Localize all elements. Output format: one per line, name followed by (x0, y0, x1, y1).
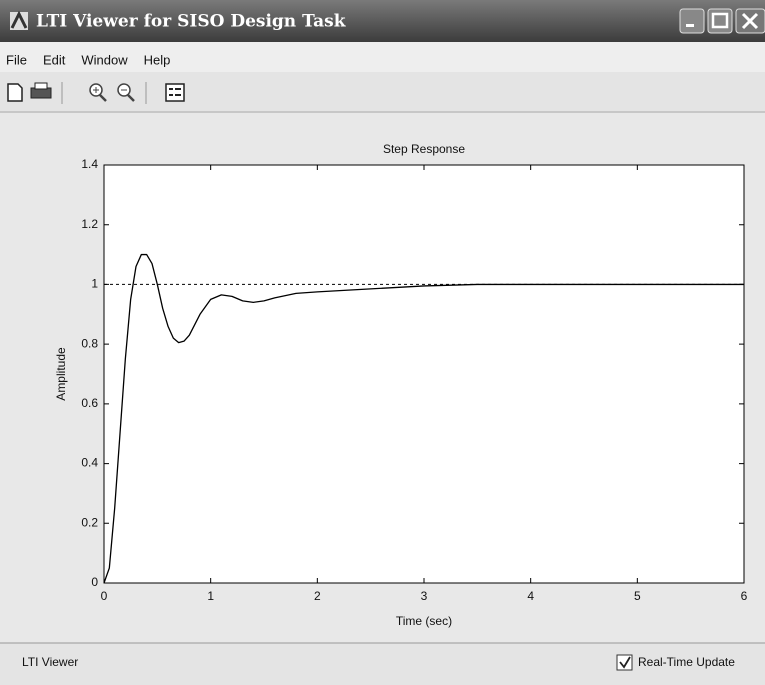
y-tick-label: 0.6 (81, 396, 98, 410)
x-tick-label: 6 (741, 589, 748, 603)
x-axis-label: Time (sec) (396, 614, 452, 628)
plot-area (104, 165, 744, 583)
status-text: LTI Viewer (22, 655, 78, 669)
menu-item[interactable]: Help (144, 52, 171, 67)
new-button[interactable] (8, 84, 22, 101)
x-tick-label: 4 (527, 589, 534, 603)
y-axis-label: Amplitude (54, 347, 68, 401)
checkbox-label[interactable]: Real-Time Update (638, 655, 735, 669)
legend-button[interactable] (166, 84, 184, 101)
x-tick-label: 2 (314, 589, 321, 603)
minimize-button[interactable] (680, 9, 704, 33)
window: LTI Viewer for SISO Design Task File Edit… (0, 0, 765, 685)
y-tick-label: 1.2 (81, 217, 98, 231)
menu-item[interactable]: File (6, 52, 27, 67)
chart-title: Step Response (383, 142, 465, 156)
x-tick-label: 1 (207, 589, 214, 603)
x-tick-label: 0 (101, 589, 108, 603)
y-tick-label: 1.4 (81, 157, 98, 171)
close-button[interactable] (736, 9, 765, 33)
menu-item[interactable]: Window (81, 52, 128, 67)
app-icon (10, 12, 28, 30)
x-tick-label: 3 (421, 589, 428, 603)
checkbox[interactable] (617, 655, 632, 670)
window-title: LTI Viewer for SISO Design Task (36, 12, 347, 32)
page: {"window": {"title": "LTI Viewer for SIS… (0, 0, 765, 685)
y-tick-label: 0.4 (81, 456, 98, 470)
y-tick-label: 0.8 (81, 336, 98, 350)
y-tick-label: 1 (91, 277, 98, 291)
y-tick-label: 0.2 (81, 515, 98, 529)
y-tick-label: 0 (91, 575, 98, 589)
maximize-button[interactable] (708, 9, 732, 33)
x-tick-label: 5 (634, 589, 641, 603)
menu-item[interactable]: Edit (43, 52, 66, 67)
